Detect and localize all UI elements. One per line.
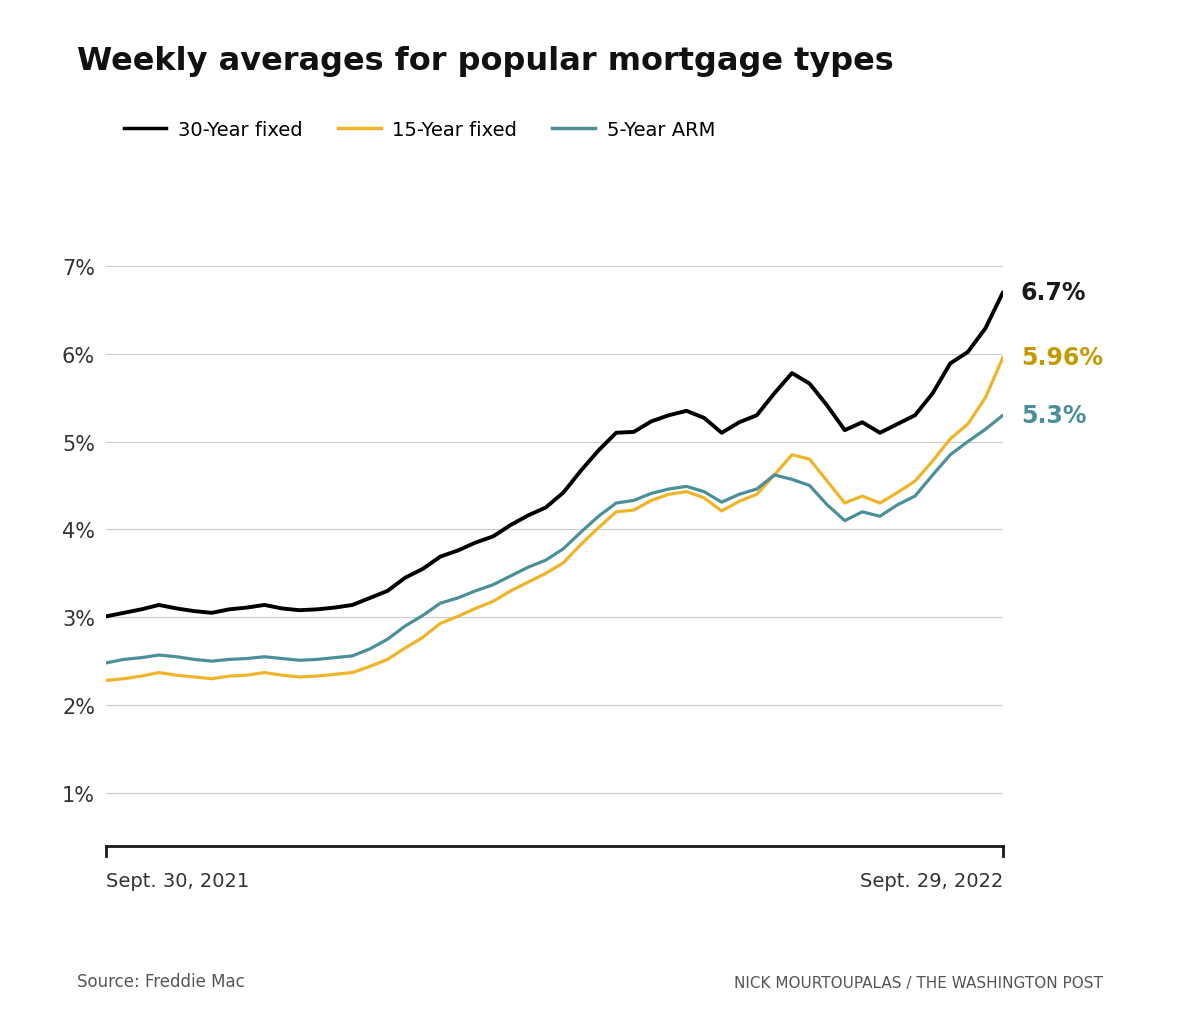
Text: 5.96%: 5.96% (1021, 345, 1103, 370)
Text: Source: Freddie Mac: Source: Freddie Mac (77, 972, 244, 990)
Text: Sept. 30, 2021: Sept. 30, 2021 (106, 871, 249, 891)
Text: Sept. 29, 2022: Sept. 29, 2022 (859, 871, 1003, 891)
Text: 6.7%: 6.7% (1021, 281, 1087, 305)
Text: Weekly averages for popular mortgage types: Weekly averages for popular mortgage typ… (77, 46, 893, 76)
Text: 5.3%: 5.3% (1021, 404, 1087, 428)
Legend: 30-Year fixed, 15-Year fixed, 5-Year ARM: 30-Year fixed, 15-Year fixed, 5-Year ARM (116, 113, 722, 148)
Text: NICK MOURTOUPALAS / THE WASHINGTON POST: NICK MOURTOUPALAS / THE WASHINGTON POST (734, 975, 1103, 990)
